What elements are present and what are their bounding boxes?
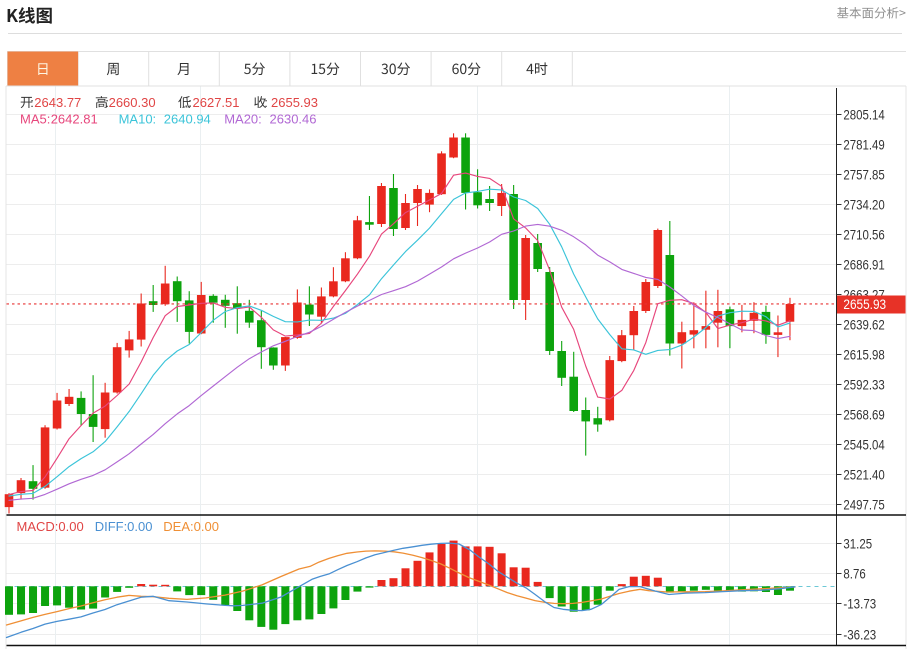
svg-text:2660.30: 2660.30 — [109, 95, 156, 110]
svg-text:2655.93: 2655.93 — [271, 95, 318, 110]
svg-text::: : — [188, 95, 192, 110]
svg-text:-36.23: -36.23 — [843, 628, 876, 643]
svg-text:MA10:: MA10: — [119, 112, 157, 127]
svg-text::: : — [264, 95, 268, 110]
svg-text:DIFF:0.00: DIFF:0.00 — [95, 519, 153, 534]
svg-text::: : — [105, 95, 109, 110]
svg-text:2568.69: 2568.69 — [843, 408, 884, 423]
svg-text:2642.81: 2642.81 — [51, 112, 98, 127]
svg-text:2710.56: 2710.56 — [843, 228, 884, 243]
svg-text:2630.46: 2630.46 — [270, 112, 317, 127]
svg-text:-13.73: -13.73 — [843, 597, 876, 612]
svg-text:2545.04: 2545.04 — [843, 438, 885, 453]
svg-text:2734.20: 2734.20 — [843, 198, 884, 213]
svg-text:2627.51: 2627.51 — [193, 95, 240, 110]
svg-text:31.25: 31.25 — [843, 537, 872, 552]
svg-text:2592.33: 2592.33 — [843, 378, 884, 393]
svg-text:2521.40: 2521.40 — [843, 468, 884, 483]
svg-text:2615.98: 2615.98 — [843, 348, 884, 363]
svg-text:2497.75: 2497.75 — [843, 498, 884, 513]
svg-text:2640.94: 2640.94 — [164, 112, 211, 127]
svg-text:MA20:: MA20: — [224, 112, 262, 127]
svg-text:2686.91: 2686.91 — [843, 258, 884, 273]
svg-text:2781.49: 2781.49 — [843, 138, 884, 153]
svg-text::: : — [30, 95, 34, 110]
svg-text:8.76: 8.76 — [843, 567, 865, 582]
svg-text:2655.93: 2655.93 — [843, 297, 886, 312]
svg-text:2805.14: 2805.14 — [843, 108, 885, 123]
svg-text:2639.62: 2639.62 — [843, 318, 884, 333]
svg-text:2757.85: 2757.85 — [843, 168, 884, 183]
svg-text:MACD:0.00: MACD:0.00 — [17, 519, 84, 534]
svg-text:2643.77: 2643.77 — [34, 95, 81, 110]
svg-text:MA5:: MA5: — [20, 112, 50, 127]
svg-text:DEA:0.00: DEA:0.00 — [163, 519, 219, 534]
